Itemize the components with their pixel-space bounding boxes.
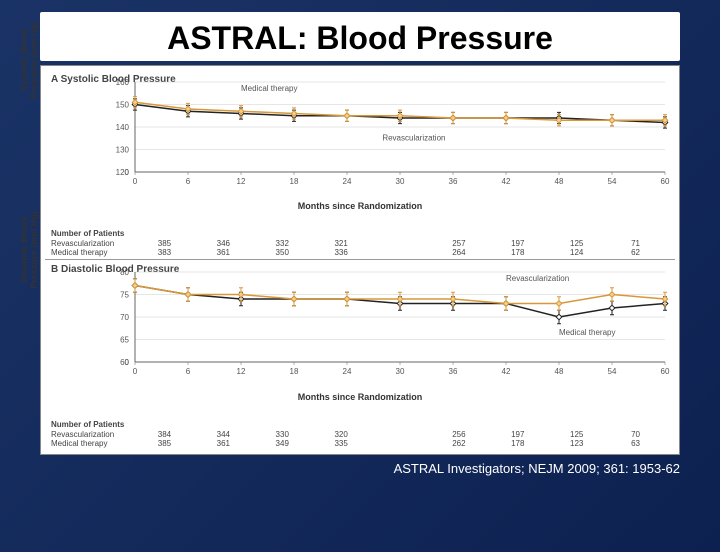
panel-b-ylabel: Diastolic Blood Pressure (mm Hg) (19, 210, 39, 290)
svg-text:60: 60 (661, 177, 670, 186)
svg-text:42: 42 (502, 177, 511, 186)
patients-table-a: Number of PatientsRevascularization38534… (51, 229, 665, 257)
svg-text:48: 48 (555, 367, 564, 376)
svg-text:24: 24 (343, 367, 352, 376)
panel-a-xlabel: Months since Randomization (298, 201, 423, 211)
svg-text:70: 70 (120, 313, 129, 322)
svg-text:6: 6 (186, 177, 191, 186)
chart-container: A Systolic Blood Pressure Systolic Blood… (40, 65, 680, 455)
svg-text:Revascularization: Revascularization (382, 134, 445, 143)
svg-text:36: 36 (449, 367, 458, 376)
svg-text:140: 140 (116, 123, 130, 132)
svg-text:54: 54 (608, 177, 617, 186)
svg-text:Medical therapy: Medical therapy (559, 328, 615, 337)
svg-text:75: 75 (120, 291, 129, 300)
svg-text:130: 130 (116, 146, 130, 155)
svg-text:80: 80 (120, 268, 129, 277)
svg-text:18: 18 (290, 177, 299, 186)
svg-text:54: 54 (608, 367, 617, 376)
svg-text:0: 0 (133, 367, 138, 376)
svg-text:60: 60 (661, 367, 670, 376)
svg-text:48: 48 (555, 177, 564, 186)
svg-text:0: 0 (133, 177, 138, 186)
panel-diastolic: B Diastolic Blood Pressure Diastolic Blo… (45, 260, 675, 450)
panel-b-xlabel: Months since Randomization (298, 392, 423, 402)
plot-area-b: 6065707580006121824303642485460Revascula… (135, 268, 665, 378)
svg-text:Revascularization: Revascularization (506, 274, 569, 283)
svg-text:Medical therapy: Medical therapy (241, 84, 297, 93)
svg-text:36: 36 (449, 177, 458, 186)
svg-text:0: 0 (125, 168, 130, 177)
svg-text:24: 24 (343, 177, 352, 186)
svg-text:30: 30 (396, 177, 405, 186)
svg-text:150: 150 (116, 101, 130, 110)
svg-text:160: 160 (116, 78, 130, 87)
svg-text:6: 6 (186, 367, 191, 376)
svg-text:18: 18 (290, 367, 299, 376)
citation-text: ASTRAL Investigators; NEJM 2009; 361: 19… (40, 461, 680, 476)
plot-area-a: 120130140150160006121824303642485460Medi… (135, 78, 665, 188)
svg-text:42: 42 (502, 367, 511, 376)
svg-text:12: 12 (237, 367, 246, 376)
panel-systolic: A Systolic Blood Pressure Systolic Blood… (45, 70, 675, 260)
svg-text:12: 12 (237, 177, 246, 186)
svg-text:30: 30 (396, 367, 405, 376)
slide-title: ASTRAL: Blood Pressure (40, 12, 680, 61)
patients-table-b: Number of PatientsRevascularization38434… (51, 420, 665, 448)
svg-text:0: 0 (125, 358, 130, 367)
svg-text:65: 65 (120, 336, 129, 345)
panel-a-ylabel: Systolic Blood Pressure (mm Hg) (19, 20, 39, 100)
